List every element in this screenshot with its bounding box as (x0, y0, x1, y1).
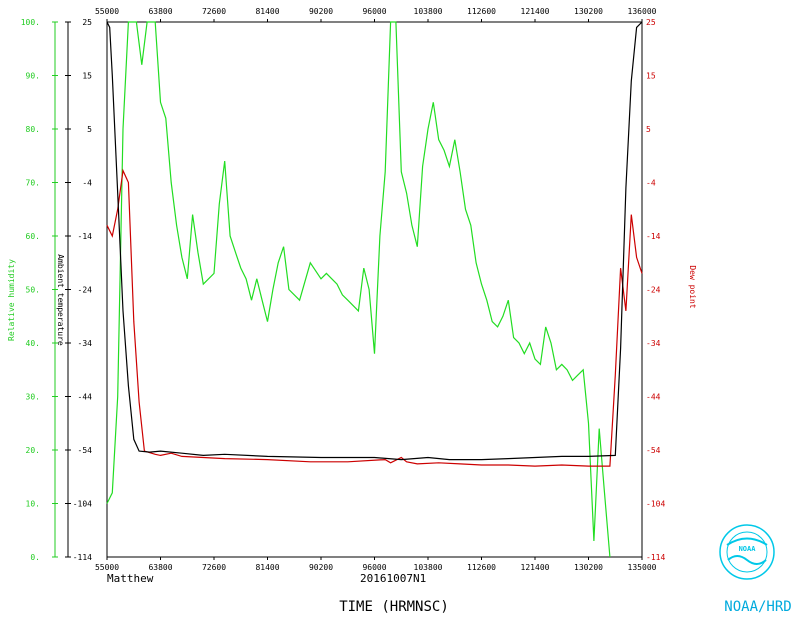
noaa-logo-icon: NOAA (719, 524, 775, 580)
x-tick-label-top: 63800 (148, 7, 172, 16)
dew-tick-label: -14 (646, 232, 661, 241)
rh-tick-label: 60. (26, 232, 40, 241)
temp-tick-label: -4 (82, 179, 92, 188)
x-tick-label-top: 72600 (202, 7, 226, 16)
x-tick-label-bottom: 63800 (148, 563, 172, 572)
x-tick-label-top: 96000 (362, 7, 386, 16)
rh-tick-label: 50. (26, 286, 40, 295)
rh-axis-label: Relative humidity (7, 259, 16, 341)
rh-tick-label: 20. (26, 446, 40, 455)
temp-tick-label: -24 (78, 286, 93, 295)
dew-tick-label: -54 (646, 446, 661, 455)
series-dew-point (106, 168, 643, 467)
temp-tick-label: 15 (82, 72, 92, 81)
temp-axis-label: Ambient temperature (56, 254, 65, 346)
top-tick-labels: 55000 63800 72600 81400 90200 96000 103800 1126… (95, 7, 657, 16)
rh-tick-label: 30. (26, 393, 40, 402)
rh-tick-label: 90. (26, 72, 40, 81)
logo-emblem-text: NOAA (739, 545, 757, 553)
x-tick-label-bottom: 121400 (521, 563, 550, 572)
flight-id: 20161007N1 (360, 572, 426, 585)
rh-tick-label: 40. (26, 339, 40, 348)
rh-tick-label: 70. (26, 179, 40, 188)
temp-tick-labels: -114 -104 -54 -44 -34 -24 -14 -4 5 15 25 (73, 18, 92, 562)
x-tick-label-top: 130200 (574, 7, 603, 16)
dew-tick-label: 15 (646, 72, 656, 81)
x-tick-label-bottom: 55000 (95, 563, 119, 572)
x-tick-label-top: 90200 (309, 7, 333, 16)
x-tick-label-bottom: 130200 (574, 563, 603, 572)
x-tick-label-top: 136000 (628, 7, 657, 16)
series-ambient-temperature (106, 21, 643, 461)
x-tick-label-bottom: 81400 (255, 563, 279, 572)
x-tick-label-bottom: 90200 (309, 563, 333, 572)
dew-tick-label: 5 (646, 125, 651, 134)
rh-tick-label: 80. (26, 125, 40, 134)
dew-tick-label: -104 (646, 500, 665, 509)
x-axis-label: TIME (HRMNSC) (339, 599, 449, 615)
dew-tick-label: -24 (646, 286, 661, 295)
dew-tick-label: -4 (646, 179, 656, 188)
tick-marks (52, 19, 643, 560)
series-relative-humidity (106, 21, 611, 558)
x-tick-label-top: 81400 (255, 7, 279, 16)
temp-tick-label: -114 (73, 553, 92, 562)
temp-tick-label: -54 (78, 446, 93, 455)
noaa-hrd-caption: NOAA/HRD (724, 599, 791, 615)
x-tick-label-bottom: 135000 (628, 563, 657, 572)
x-tick-label-top: 55000 (95, 7, 119, 16)
storm-name: Matthew (107, 572, 154, 585)
x-tick-label-top: 103800 (414, 7, 443, 16)
temp-tick-label: 25 (82, 18, 92, 27)
dew-tick-label: -114 (646, 553, 665, 562)
x-tick-label-bottom: 72600 (202, 563, 226, 572)
rh-tick-label: 100. (21, 18, 40, 27)
x-tick-label-bottom: 96000 (362, 563, 386, 572)
rh-tick-label: 0. (30, 553, 40, 562)
temp-tick-label: -34 (78, 339, 93, 348)
x-tick-label-bottom: 112600 (467, 563, 496, 572)
temp-tick-label: -14 (78, 232, 93, 241)
rh-tick-label: 10. (26, 500, 40, 509)
dew-tick-label: -44 (646, 393, 661, 402)
temp-tick-label: -104 (73, 500, 92, 509)
rh-tick-labels: 0. 10. 20. 30. 40. 50. 60. 70. 80. 90. 100. (21, 18, 40, 562)
plot-frame (106, 21, 643, 558)
x-tick-label-top: 112600 (467, 7, 496, 16)
dew-tick-labels: -114 -104 -54 -44 -34 -24 -14 -4 5 15 25 (646, 18, 665, 562)
x-tick-label-bottom: 103800 (414, 563, 443, 572)
dew-tick-label: -34 (646, 339, 661, 348)
x-tick-label-top: 121400 (521, 7, 550, 16)
bottom-tick-labels: 55000 63800 72600 81400 90200 96000 103800 1126… (95, 563, 657, 572)
temp-tick-label: 5 (87, 125, 92, 134)
dew-axis-label: Dew point (688, 265, 697, 309)
dew-tick-label: 25 (646, 18, 656, 27)
temp-tick-label: -44 (78, 393, 93, 402)
